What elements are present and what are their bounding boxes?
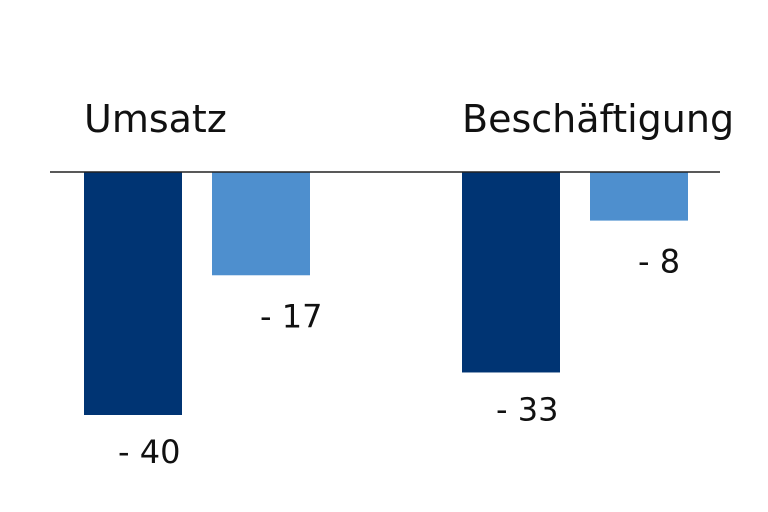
category-label-umsatz: Umsatz <box>84 97 227 141</box>
value-label-beschäftigung-series-1: - 33 <box>496 390 558 428</box>
bar-umsatz-series-1 <box>84 172 182 415</box>
bar-beschäftigung-series-2 <box>590 172 688 221</box>
bar-umsatz-series-2 <box>212 172 310 276</box>
category-label-beschaeftigung: Beschäftigung <box>462 97 734 141</box>
value-labels-group: - 40 - 33 - 17 - 8 <box>118 243 680 471</box>
bar-beschäftigung-series-1 <box>462 172 560 373</box>
bars-group <box>84 172 688 415</box>
value-label-umsatz-series-2: - 17 <box>260 297 322 335</box>
value-label-umsatz-series-1: - 40 <box>118 433 180 471</box>
value-label-beschäftigung-series-2: - 8 <box>638 243 680 281</box>
